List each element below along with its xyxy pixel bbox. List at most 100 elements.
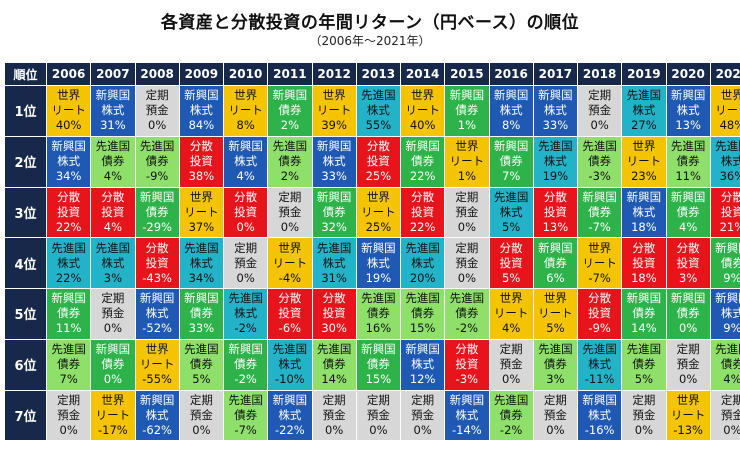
- asset-name: 先進国: [582, 342, 617, 357]
- return-value: 0%: [502, 372, 521, 387]
- asset-name: 株式: [543, 154, 567, 169]
- asset-name: 新興国: [715, 240, 740, 255]
- asset-name: 世界: [101, 392, 125, 407]
- asset-cell: 新興国 債券 11%: [47, 289, 91, 339]
- asset-cell: 新興国 株式 33%: [533, 86, 577, 136]
- asset-name: リート: [670, 407, 706, 422]
- asset-cell: 分散 投資 13%: [533, 187, 577, 238]
- asset-name: 定期: [543, 392, 567, 407]
- asset-cell: 世界 リート 5%: [533, 289, 577, 339]
- asset-name: 株式: [411, 357, 435, 372]
- asset-name: 定期: [499, 342, 523, 357]
- asset-name: 先進国: [405, 240, 440, 255]
- asset-name: 先進国: [626, 342, 662, 357]
- asset-cell: 先進国 債券 -3%: [578, 136, 622, 187]
- return-value: 3%: [103, 270, 122, 285]
- asset-name: 定期: [455, 189, 479, 204]
- asset-cell: 新興国 債券 4%: [666, 187, 710, 238]
- asset-name: 世界: [322, 88, 346, 103]
- asset-name: 預金: [101, 306, 125, 321]
- asset-name: 先進国: [493, 392, 529, 407]
- asset-cell: 世界 リート 4%: [489, 289, 533, 339]
- asset-name: 先進国: [272, 139, 308, 154]
- asset-cell: 新興国 株式 -52%: [135, 289, 179, 339]
- return-value: 0%: [723, 422, 740, 437]
- asset-name: 預金: [322, 407, 346, 422]
- asset-name: 新興国: [449, 392, 485, 407]
- asset-name: 株式: [322, 255, 346, 270]
- asset-name: 先進国: [670, 139, 706, 154]
- return-value: 0%: [280, 219, 299, 234]
- asset-cell: 定期 預金 0%: [710, 390, 740, 441]
- asset-name: 預金: [366, 407, 390, 422]
- year-header: 2006: [47, 63, 91, 85]
- asset-cell: 分散 投資 -6%: [268, 289, 312, 339]
- asset-name: 先進国: [626, 88, 662, 103]
- year-header: 2018: [578, 63, 622, 85]
- return-value: -7%: [588, 270, 611, 285]
- asset-name: 投資: [543, 204, 567, 219]
- return-value: 15%: [365, 372, 392, 387]
- asset-cell: 世界 リート 40%: [47, 86, 91, 136]
- asset-name: 株式: [101, 103, 125, 118]
- asset-cell: 先進国 債券 -2%: [445, 289, 489, 339]
- asset-name: 分散: [278, 291, 302, 306]
- asset-name: 債券: [189, 357, 213, 372]
- asset-cell: 定期 預金 0%: [622, 390, 666, 441]
- asset-cell: 新興国 債券 15%: [356, 339, 400, 390]
- asset-name: 定期: [57, 392, 81, 407]
- asset-cell: 世界 リート -7%: [578, 238, 622, 288]
- return-value: -7%: [234, 422, 257, 437]
- asset-cell: 分散 投資 18%: [622, 238, 666, 288]
- rank-label: 2位: [5, 136, 46, 187]
- return-value: 33%: [188, 321, 215, 336]
- return-value: 0%: [103, 372, 122, 387]
- return-value: 0%: [679, 321, 698, 336]
- asset-name: 分散: [234, 189, 258, 204]
- return-value: 33%: [542, 118, 569, 133]
- asset-name: 株式: [366, 103, 390, 118]
- return-value: 19%: [365, 270, 392, 285]
- return-value: 23%: [631, 169, 657, 184]
- return-value: 32%: [321, 219, 347, 234]
- asset-cell: 新興国 債券 -7%: [578, 187, 622, 238]
- asset-name: 株式: [145, 306, 169, 321]
- return-value: -2%: [234, 321, 257, 336]
- asset-name: 新興国: [493, 139, 529, 154]
- return-value: 9%: [723, 270, 740, 285]
- asset-cell: 新興国 株式 33%: [312, 136, 356, 187]
- asset-name: 債券: [455, 103, 479, 118]
- asset-name: 債券: [278, 103, 302, 118]
- asset-name: 債券: [234, 407, 258, 422]
- asset-name: 新興国: [139, 392, 175, 407]
- asset-name: 分散: [145, 240, 169, 255]
- asset-name: 新興国: [405, 342, 440, 357]
- asset-name: 投資: [145, 255, 169, 270]
- rank-label: 7位: [5, 390, 46, 441]
- asset-name: 定期: [720, 392, 740, 407]
- asset-name: 投資: [455, 357, 479, 372]
- asset-cell: 新興国 株式 31%: [91, 86, 135, 136]
- asset-name: 世界: [145, 342, 169, 357]
- asset-cell: 世界 リート 25%: [356, 187, 400, 238]
- asset-name: 世界: [499, 291, 523, 306]
- return-value: 0%: [369, 422, 388, 437]
- asset-name: 債券: [145, 204, 169, 219]
- return-value: -9%: [588, 321, 611, 336]
- asset-name: 株式: [720, 154, 740, 169]
- asset-name: リート: [715, 103, 740, 118]
- asset-cell: 新興国債券9%: [710, 238, 740, 288]
- asset-cell: 新興国 債券 32%: [312, 187, 356, 238]
- return-value: 25%: [365, 219, 392, 234]
- asset-name: リート: [626, 154, 662, 169]
- return-value: 0%: [590, 118, 609, 133]
- return-value: 34%: [188, 270, 215, 285]
- return-value: -3%: [455, 372, 479, 387]
- asset-name: 先進国: [405, 291, 440, 306]
- return-value: 4%: [723, 372, 740, 387]
- return-value: 3%: [546, 372, 565, 387]
- return-value: 11%: [675, 169, 701, 184]
- return-value: 21%: [719, 219, 740, 234]
- asset-cell: 先進国 債券 11%: [666, 136, 710, 187]
